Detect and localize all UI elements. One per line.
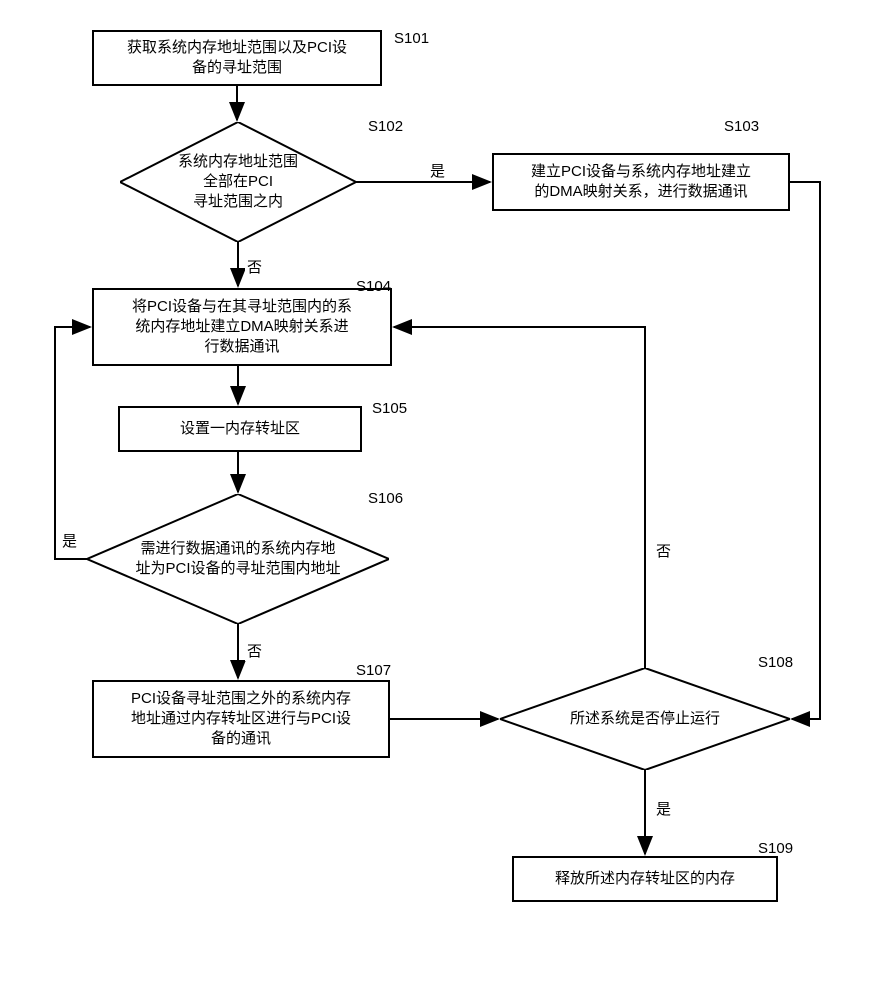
step-label-s103: S103 — [724, 118, 759, 135]
edge-s108-yes: 是 — [654, 798, 673, 819]
node-s102: 系统内存地址范围全部在PCI寻址范围之内 — [120, 122, 356, 242]
node-s103-text: 建立PCI设备与系统内存地址建立的DMA映射关系，进行数据通讯 — [531, 162, 751, 203]
node-s101-text: 获取系统内存地址范围以及PCI设备的寻址范围 — [127, 38, 347, 79]
step-label-s106: S106 — [368, 490, 403, 507]
step-label-s107: S107 — [356, 662, 391, 679]
step-label-s109: S109 — [758, 840, 793, 857]
node-s108-text: 所述系统是否停止运行 — [570, 709, 720, 729]
node-s106: 需进行数据通讯的系统内存地址为PCI设备的寻址范围内地址 — [87, 494, 389, 624]
node-s105-text: 设置一内存转址区 — [180, 419, 300, 439]
node-s107-text: PCI设备寻址范围之外的系统内存地址通过内存转址区进行与PCI设备的通讯 — [131, 689, 351, 750]
node-s109: 释放所述内存转址区的内存 — [512, 856, 778, 902]
edge-s102-yes: 是 — [428, 160, 447, 181]
node-s107: PCI设备寻址范围之外的系统内存地址通过内存转址区进行与PCI设备的通讯 — [92, 680, 390, 758]
step-label-s101: S101 — [394, 30, 429, 47]
edge-s108-no: 否 — [654, 540, 673, 561]
step-label-s108: S108 — [758, 654, 793, 671]
node-s102-text: 系统内存地址范围全部在PCI寻址范围之内 — [178, 152, 298, 213]
node-s109-text: 释放所述内存转址区的内存 — [555, 869, 735, 889]
node-s101: 获取系统内存地址范围以及PCI设备的寻址范围 — [92, 30, 382, 86]
edge-s102-no: 否 — [245, 256, 264, 277]
node-s104-text: 将PCI设备与在其寻址范围内的系统内存地址建立DMA映射关系进行数据通讯 — [132, 297, 352, 358]
step-label-s105: S105 — [372, 400, 407, 417]
edge-s106-no: 否 — [245, 640, 264, 661]
node-s103: 建立PCI设备与系统内存地址建立的DMA映射关系，进行数据通讯 — [492, 153, 790, 211]
node-s106-text: 需进行数据通讯的系统内存地址为PCI设备的寻址范围内地址 — [135, 539, 340, 580]
node-s104: 将PCI设备与在其寻址范围内的系统内存地址建立DMA映射关系进行数据通讯 — [92, 288, 392, 366]
edge-s106-yes: 是 — [60, 530, 79, 551]
node-s108: 所述系统是否停止运行 — [500, 668, 790, 770]
flowchart-canvas: 获取系统内存地址范围以及PCI设备的寻址范围 S101 系统内存地址范围全部在P… — [0, 0, 893, 1000]
step-label-s102: S102 — [368, 118, 403, 135]
node-s105: 设置一内存转址区 — [118, 406, 362, 452]
step-label-s104: S104 — [356, 278, 391, 295]
